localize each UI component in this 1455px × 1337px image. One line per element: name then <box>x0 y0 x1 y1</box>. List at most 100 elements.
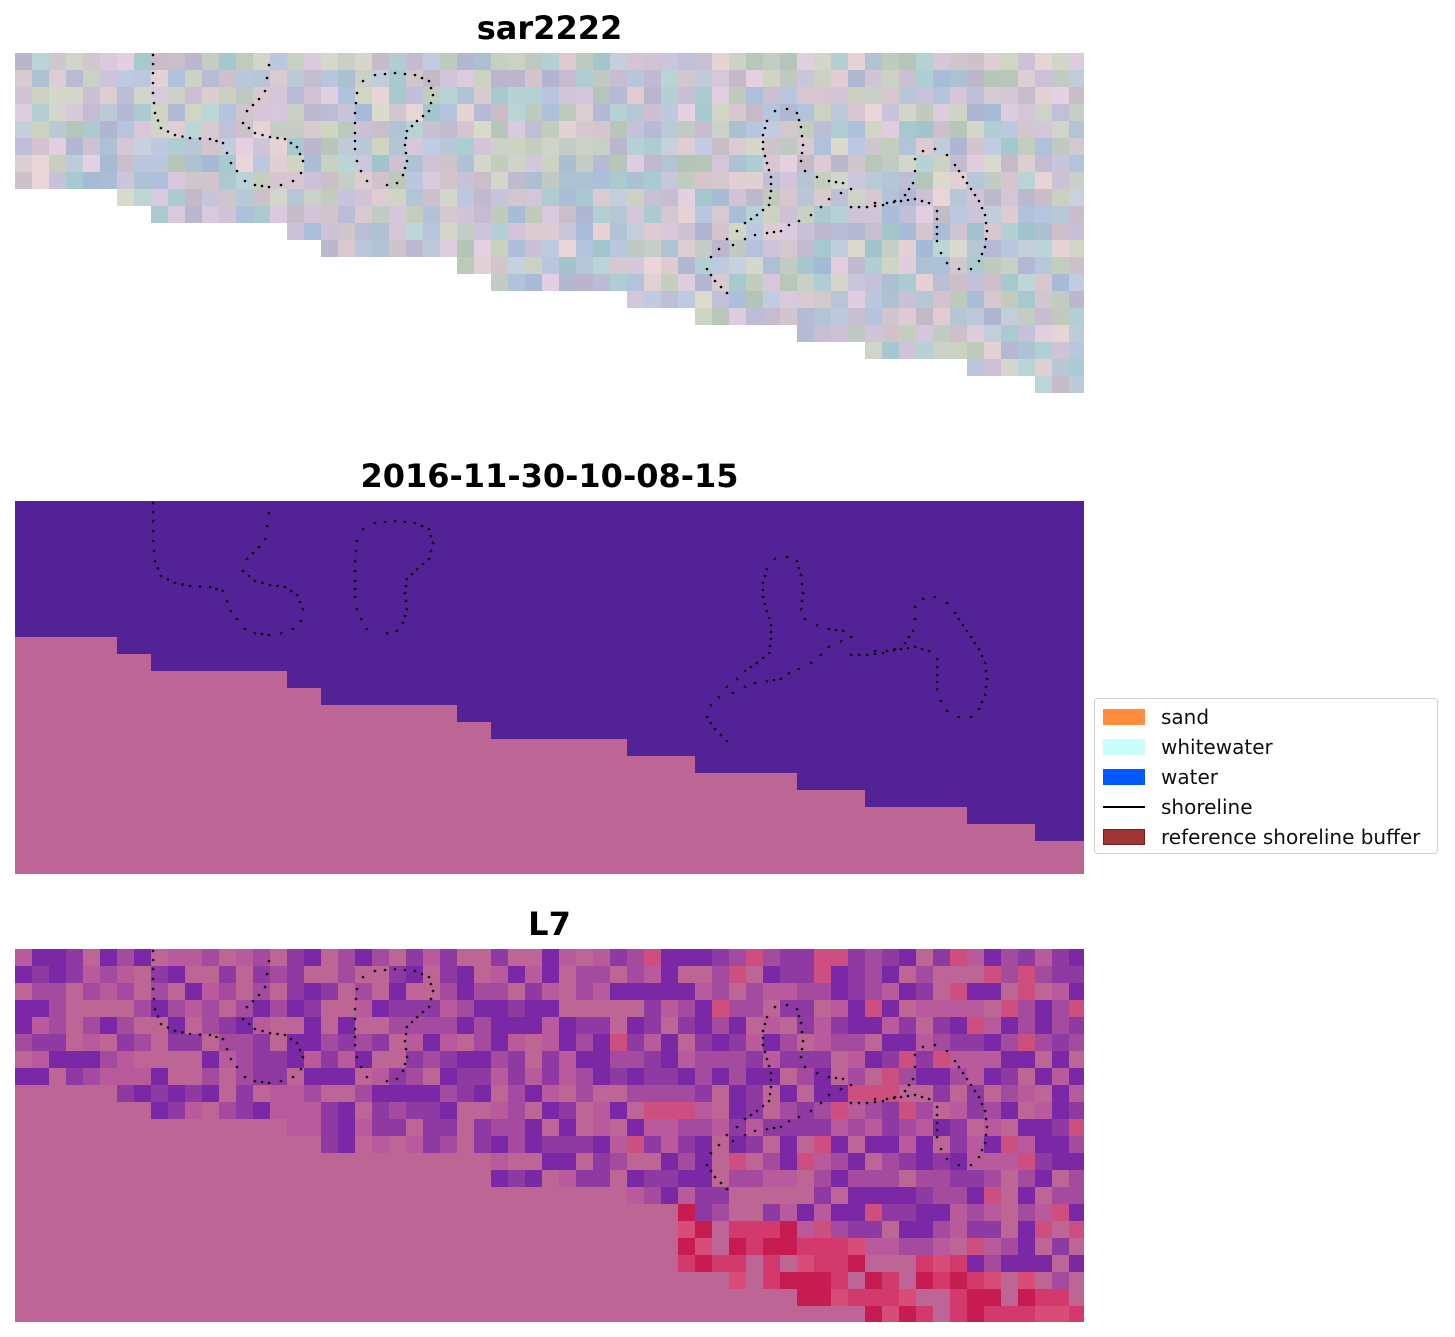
index-pixel <box>287 983 304 1000</box>
shoreline-dot <box>427 79 431 83</box>
index-pixel <box>100 1051 117 1068</box>
shoreline-dot <box>827 179 831 183</box>
index-pixel <box>406 1102 423 1119</box>
image-pixel <box>950 291 967 308</box>
image-pixel <box>304 53 321 70</box>
image-pixel <box>1001 257 1018 274</box>
shoreline-dot <box>913 1053 917 1057</box>
image-pixel <box>933 155 950 172</box>
image-pixel <box>338 189 355 206</box>
index-pixel <box>661 1170 678 1187</box>
index-pixel <box>202 1068 219 1085</box>
shoreline-dot <box>373 969 377 973</box>
index-pixel <box>695 949 712 966</box>
image-pixel <box>746 189 763 206</box>
index-pixel <box>610 1051 627 1068</box>
image-pixel <box>117 121 134 138</box>
index-pixel <box>831 1238 848 1255</box>
index-pixel <box>525 1119 542 1136</box>
shoreline-dot <box>779 1125 783 1129</box>
image-pixel <box>848 274 865 291</box>
index-pixel <box>15 1068 32 1085</box>
shoreline-dot <box>403 166 407 170</box>
image-pixel <box>950 172 967 189</box>
image-pixel <box>984 274 1001 291</box>
index-pixel <box>695 983 712 1000</box>
index-pixel <box>627 1187 644 1204</box>
index-pixel <box>627 1068 644 1085</box>
image-pixel <box>474 121 491 138</box>
index-pixel <box>355 1085 372 1102</box>
image-pixel <box>984 223 1001 240</box>
index-pixel <box>236 1034 253 1051</box>
index-pixel <box>763 983 780 1000</box>
image-pixel <box>814 121 831 138</box>
image-pixel <box>695 70 712 87</box>
image-pixel <box>1069 87 1084 104</box>
image-pixel <box>899 70 916 87</box>
index-pixel <box>1069 1136 1084 1153</box>
image-pixel <box>117 155 134 172</box>
image-pixel <box>916 206 933 223</box>
shoreline-dot <box>279 183 283 187</box>
shoreline-dot <box>957 267 961 271</box>
image-pixel <box>287 87 304 104</box>
image-pixel <box>338 70 355 87</box>
image-pixel <box>117 172 134 189</box>
index-pixel <box>389 1068 406 1085</box>
image-pixel <box>712 291 729 308</box>
water-pixel-column <box>559 501 576 739</box>
water-pixel-column <box>576 501 593 739</box>
image-pixel <box>763 104 780 121</box>
image-pixel <box>712 70 729 87</box>
image-pixel <box>457 223 474 240</box>
index-pixel <box>491 1000 508 1017</box>
image-pixel <box>882 206 899 223</box>
image-pixel <box>1052 308 1069 325</box>
image-pixel <box>1069 376 1084 393</box>
image-pixel <box>780 308 797 325</box>
image-pixel <box>117 87 134 104</box>
index-pixel <box>933 1051 950 1068</box>
image-pixel <box>712 223 729 240</box>
index-pixel <box>695 1136 712 1153</box>
image-pixel <box>593 240 610 257</box>
shoreline-dot <box>299 171 303 175</box>
image-pixel <box>542 206 559 223</box>
index-pixel <box>1052 1187 1069 1204</box>
image-pixel <box>746 172 763 189</box>
index-pixel <box>389 966 406 983</box>
image-pixel <box>950 104 967 121</box>
index-pixel <box>270 1085 287 1102</box>
image-pixel <box>1052 70 1069 87</box>
index-pixel <box>882 983 899 1000</box>
index-pixel <box>338 1119 355 1136</box>
image-pixel <box>729 308 746 325</box>
image-pixel <box>389 189 406 206</box>
shoreline-dot <box>393 71 397 75</box>
index-pixel <box>253 966 270 983</box>
shoreline-dot <box>907 635 911 639</box>
image-pixel <box>865 155 882 172</box>
index-pixel <box>525 1170 542 1187</box>
image-pixel <box>916 155 933 172</box>
image-pixel <box>1018 87 1035 104</box>
shoreline-dot <box>166 1026 170 1029</box>
shoreline-dot <box>152 549 156 553</box>
image-pixel <box>899 53 916 70</box>
image-pixel <box>1069 70 1084 87</box>
image-pixel <box>321 155 338 172</box>
index-pixel <box>508 1000 525 1017</box>
image-pixel <box>627 155 644 172</box>
shoreline-dot <box>265 524 269 528</box>
image-pixel <box>1018 53 1035 70</box>
index-pixel <box>270 1068 287 1085</box>
image-pixel <box>168 189 185 206</box>
water-pixel-column <box>117 501 134 654</box>
image-pixel <box>644 274 661 291</box>
image-pixel <box>593 172 610 189</box>
index-pixel <box>916 1119 933 1136</box>
image-pixel <box>559 223 576 240</box>
index-pixel <box>712 1204 729 1221</box>
shoreline-dot <box>933 1043 937 1047</box>
